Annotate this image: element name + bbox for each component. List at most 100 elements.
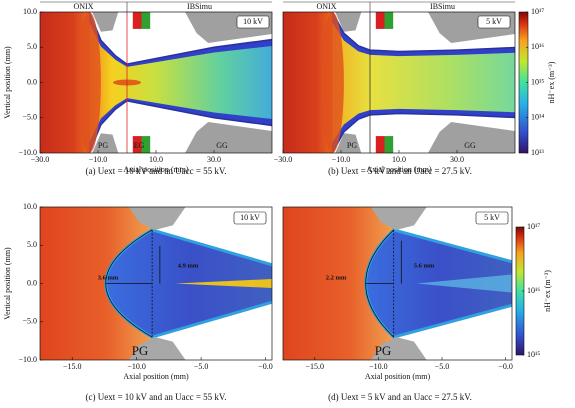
heatmap: [40, 12, 272, 153]
electrode: [370, 337, 427, 360]
electrode: [128, 207, 186, 230]
x-tick-label: −10.0: [369, 362, 388, 371]
extraction-grid: [384, 136, 394, 153]
caption: (a) Uext = 10 kV and an Uacc = 55 kV.: [85, 166, 226, 176]
x-axis-label: Axial position (mm): [123, 165, 189, 174]
colorbar-tick-label: 10¹⁷: [527, 222, 540, 231]
heatmap: [283, 12, 515, 153]
colorbar-tick-label: 10¹⁵: [527, 350, 540, 359]
annotation: 2.2 mm: [326, 274, 347, 281]
plot-frame: [282, 206, 513, 361]
extraction-grid: [375, 136, 385, 153]
annotation: GG: [464, 141, 476, 150]
annotation: PG: [98, 141, 108, 150]
x-tick-label: −10.0: [332, 155, 351, 164]
annotation: 4.9 mm: [178, 262, 199, 269]
y-tick-label: −10.0: [18, 148, 37, 157]
x-tick-label: −10.0: [127, 362, 146, 371]
y-axis-label: Vertical position (mm): [3, 46, 12, 119]
x-axis-label: Axial position (mm): [366, 165, 432, 174]
x-tick-label: −5.0: [194, 362, 209, 371]
label-box: [475, 211, 509, 225]
region-label: IBSimu: [430, 2, 455, 11]
electrode: [185, 121, 272, 153]
heatmap: [40, 207, 272, 360]
beam-core: [416, 274, 512, 293]
caption: (d) Uext = 5 kV and an Uacc = 27.5 kV.: [328, 392, 472, 402]
annotation: EG: [134, 141, 145, 150]
extraction-grid: [141, 12, 151, 29]
colorbar-tick-label: 10¹³: [531, 148, 544, 157]
beam: [89, 22, 272, 143]
annotation: PG: [132, 343, 149, 358]
extraction-grid: [132, 136, 142, 153]
electrode: [128, 337, 186, 360]
caption: (b) Uext = 5 kV and an Uacc = 27.5 kV.: [328, 166, 472, 176]
electrode: [92, 133, 119, 153]
x-tick-label: −15.0: [63, 362, 82, 371]
x-tick-label: −5.0: [435, 362, 450, 371]
y-tick-label: 10.0: [23, 7, 37, 16]
y-tick-label: −5.0: [22, 113, 37, 122]
annotation: GG: [216, 141, 228, 150]
plasma-edge: [320, 12, 344, 153]
electrode: [370, 207, 427, 230]
annotation: PG: [375, 343, 392, 358]
y-tick-label: −5.0: [22, 317, 37, 326]
plasma-edge: [77, 12, 101, 153]
y-tick-label: 10.0: [23, 202, 37, 211]
colorbar-tick-label: 10¹⁶: [531, 42, 544, 51]
extraction-grid: [375, 12, 385, 29]
x-tick-label: 10.0: [392, 155, 406, 164]
region-label: ONIX: [317, 2, 337, 11]
x-tick-label: 30.0: [207, 155, 221, 164]
colorbar-tick-label: 10¹⁵: [531, 77, 544, 86]
heatmap: [283, 207, 512, 360]
beam-core: [175, 278, 272, 289]
x-tick-label: −30.0: [31, 155, 50, 164]
y-tick-label: −10.0: [18, 355, 37, 364]
colorbar-tick-label: 10¹⁶: [527, 286, 540, 295]
annotation: 10 kV: [243, 17, 263, 26]
x-tick-label: −30.0: [274, 155, 293, 164]
beam: [332, 22, 515, 143]
electrode: [92, 12, 119, 32]
label-box: [233, 211, 267, 225]
x-tick-label: −0.0: [498, 362, 513, 371]
colorbar-tick-label: 10¹⁷: [531, 7, 544, 16]
x-tick-label: 10.0: [149, 155, 163, 164]
annotation: 10 kV: [240, 213, 260, 222]
colorbar-label: nH⁻ex (m⁻³): [543, 270, 552, 312]
meniscus: [105, 229, 153, 338]
extraction-grid: [141, 136, 151, 153]
x-tick-label: −0.0: [258, 362, 273, 371]
y-tick-label: 5.0: [27, 240, 37, 249]
y-tick-label: 5.0: [27, 42, 37, 51]
annotation: 5 kV: [486, 17, 502, 26]
region-label: IBSimu: [187, 2, 212, 11]
annotation: 3.6 mm: [98, 274, 119, 281]
y-axis-label: Vertical position (mm): [3, 247, 12, 320]
y-tick-label: 0.0: [27, 278, 37, 287]
x-tick-label: −10.0: [89, 155, 108, 164]
electrode: [335, 133, 362, 153]
annotation: 5.6 mm: [414, 262, 435, 269]
extraction-grid: [384, 12, 394, 29]
colorbar-tick-label: 10¹⁴: [531, 113, 544, 122]
caption: (c) Uext = 10 kV and an Uacc = 55 kV.: [85, 392, 226, 402]
annotation: 5 kV: [484, 213, 500, 222]
electrode: [335, 12, 362, 32]
x-tick-label: −15.0: [306, 362, 325, 371]
region-label: ONIX: [74, 2, 94, 11]
annotation: PG: [347, 141, 357, 150]
label-box: [477, 15, 511, 29]
x-axis-label: Axial position (mm): [123, 372, 189, 381]
x-tick-label: 30.0: [450, 155, 464, 164]
label-box: [236, 15, 270, 29]
electrode: [428, 121, 515, 153]
extraction-grid: [132, 12, 142, 29]
y-tick-label: 0.0: [27, 77, 37, 86]
x-axis-label: Axial position (mm): [365, 372, 431, 381]
colorbar-label: nH⁻ex (m⁻³): [547, 61, 556, 103]
